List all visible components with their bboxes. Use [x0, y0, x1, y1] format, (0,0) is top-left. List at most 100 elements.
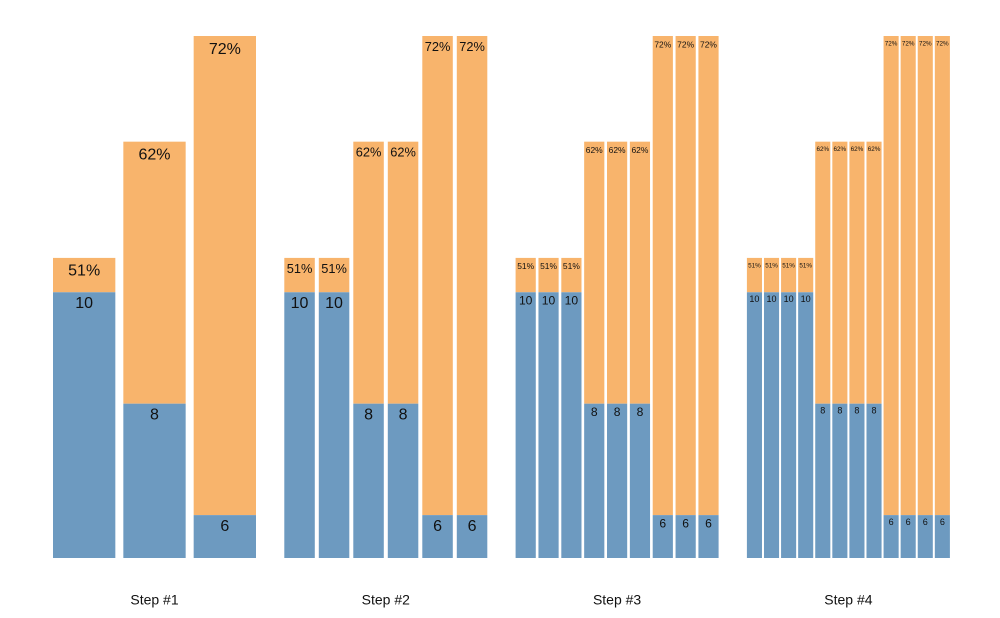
value-label: 6	[940, 517, 945, 527]
bar-segment	[746, 257, 762, 293]
bar-segment	[832, 141, 848, 404]
value-label: 8	[591, 405, 598, 419]
value-label: 51%	[68, 263, 100, 280]
bar-segment	[284, 292, 315, 558]
bar-segment	[866, 141, 882, 404]
value-label: 51%	[563, 261, 580, 271]
bar-segment	[934, 36, 950, 516]
value-label: 62%	[834, 146, 847, 153]
value-label: 6	[433, 518, 442, 535]
bar-segment	[515, 292, 536, 558]
bar-segment	[584, 141, 605, 404]
bar-segment	[123, 403, 186, 558]
value-label: 8	[837, 406, 842, 416]
bar-segment	[584, 403, 605, 558]
bar-segment	[849, 403, 865, 558]
value-label: 51%	[517, 261, 534, 271]
bar-segment	[422, 515, 453, 558]
bar-segment	[883, 515, 899, 558]
bar-segment	[607, 141, 628, 404]
value-label: 51%	[799, 262, 812, 269]
value-label: 51%	[765, 262, 778, 269]
value-label: 6	[705, 517, 712, 531]
value-label: 51%	[287, 261, 313, 276]
bar-segment	[387, 403, 419, 558]
bar-segment	[353, 141, 384, 404]
value-label: 10	[519, 294, 533, 308]
value-label: 6	[659, 517, 666, 531]
value-label: 72%	[425, 39, 451, 54]
bar-segment	[763, 292, 780, 558]
bar-segment	[318, 292, 350, 558]
bar-segment	[832, 403, 848, 558]
bar-segment	[538, 257, 559, 293]
value-label: 62%	[356, 145, 382, 160]
value-label: 6	[923, 517, 928, 527]
bar-segment	[561, 257, 582, 293]
panel-title: Step #1	[130, 592, 178, 608]
bar-segment	[815, 403, 831, 558]
value-label: 10	[291, 295, 309, 312]
value-label: 62%	[851, 146, 864, 153]
value-label: 62%	[390, 145, 416, 160]
value-label: 6	[682, 517, 689, 531]
value-label: 8	[820, 406, 825, 416]
value-label: 72%	[209, 41, 241, 58]
value-label: 72%	[919, 40, 932, 47]
bar-segment	[561, 292, 582, 558]
value-label: 72%	[936, 40, 949, 47]
value-label: 10	[75, 295, 93, 312]
value-label: 10	[325, 295, 343, 312]
bar-segment	[422, 36, 453, 516]
value-label: 51%	[321, 261, 347, 276]
bar-segment	[781, 292, 797, 558]
bar-segment	[781, 257, 797, 293]
bar-segment	[193, 36, 256, 516]
bar-segment	[746, 292, 762, 558]
bar-segment	[675, 36, 696, 516]
bar-segment	[849, 141, 865, 404]
value-label: 8	[637, 405, 644, 419]
bar-segment	[815, 141, 831, 404]
value-label: 10	[766, 294, 776, 304]
value-label: 62%	[138, 146, 170, 163]
bar-segment	[698, 515, 719, 558]
value-label: 72%	[885, 40, 898, 47]
value-label: 8	[364, 407, 373, 424]
value-label: 72%	[902, 40, 915, 47]
value-label: 10	[542, 294, 556, 308]
value-label: 62%	[586, 145, 603, 155]
bar-segment	[900, 515, 916, 558]
value-label: 10	[801, 294, 811, 304]
bar-segment	[284, 257, 315, 293]
value-label: 8	[614, 405, 621, 419]
bar-segment	[652, 515, 673, 558]
bar-segment	[652, 36, 673, 516]
value-label: 8	[854, 406, 859, 416]
value-label: 62%	[609, 145, 626, 155]
bar-segment	[900, 36, 916, 516]
value-label: 62%	[816, 146, 829, 153]
value-label: 62%	[631, 145, 648, 155]
bar-segment	[515, 257, 536, 293]
bar-segment	[866, 403, 882, 558]
panel-title: Step #3	[593, 592, 641, 608]
value-label: 72%	[654, 39, 671, 49]
value-label: 6	[220, 518, 229, 535]
bar-segment	[629, 403, 651, 558]
value-label: 72%	[459, 39, 485, 54]
bar-segment	[353, 403, 384, 558]
bar-segment	[629, 141, 651, 404]
bar-segment	[53, 257, 116, 293]
bar-segment	[698, 36, 719, 516]
value-label: 6	[906, 517, 911, 527]
bar-segment	[883, 36, 899, 516]
bar-segment	[763, 257, 780, 293]
bar-segment	[917, 36, 933, 516]
bar-segment	[456, 515, 488, 558]
value-label: 51%	[540, 261, 557, 271]
panel-title: Step #4	[824, 592, 872, 608]
value-label: 10	[749, 294, 759, 304]
value-label: 10	[784, 294, 794, 304]
